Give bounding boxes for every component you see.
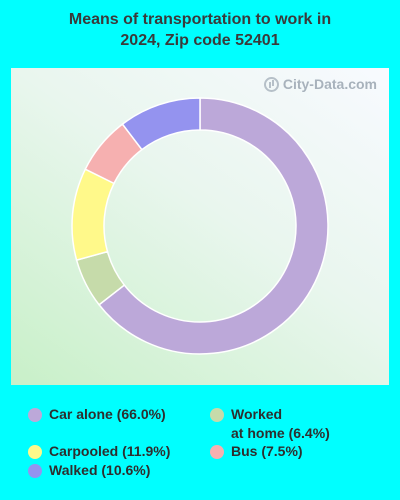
donut-slice-walked xyxy=(121,97,201,151)
legend-item-carpooled: Carpooled (11.9%) xyxy=(28,442,170,461)
legend-label-walked: Walked (10.6%) xyxy=(49,462,151,478)
legend-label-car-alone: Car alone (66.0%) xyxy=(49,406,166,422)
legend-swatch-worked-at-home xyxy=(210,408,224,422)
legend-label-carpooled: Carpooled (11.9%) xyxy=(49,443,171,459)
legend-label-worked-at-home: Worked at home (6.4%) xyxy=(231,405,330,443)
chart-title: Means of transportation to work in 2024,… xyxy=(0,9,400,51)
legend-item-walked: Walked (10.6%) xyxy=(28,461,150,480)
legend-swatch-walked xyxy=(28,464,42,478)
legend-swatch-carpooled xyxy=(28,445,42,459)
watermark-text: City-Data.com xyxy=(282,76,377,92)
donut-chart xyxy=(71,97,329,355)
legend-swatch-bus xyxy=(210,445,224,459)
chart-title-line-1: Means of transportation to work in xyxy=(68,11,332,28)
legend-swatch-car-alone xyxy=(28,408,42,422)
donut-slice-car-alone xyxy=(98,97,329,355)
watermark: City-Data.com xyxy=(263,76,377,92)
legend: Car alone (66.0%) Worked at home (6.4%) … xyxy=(0,400,400,500)
legend-label-bus: Bus (7.5%) xyxy=(231,443,303,459)
city-data-logo-icon xyxy=(263,76,279,92)
legend-item-car-alone: Car alone (66.0%) xyxy=(28,405,166,424)
legend-item-worked-at-home: Worked at home (6.4%) xyxy=(210,405,330,443)
chart-title-line-2: 2024, Zip code 52401 xyxy=(120,32,280,49)
legend-label-worked-at-home-line-1: Worked xyxy=(231,406,283,422)
legend-item-bus: Bus (7.5%) xyxy=(210,442,303,461)
plot-area: City-Data.com xyxy=(11,68,389,385)
legend-label-worked-at-home-line-2: at home (6.4%) xyxy=(231,425,330,441)
donut-slice-carpooled xyxy=(71,168,115,262)
